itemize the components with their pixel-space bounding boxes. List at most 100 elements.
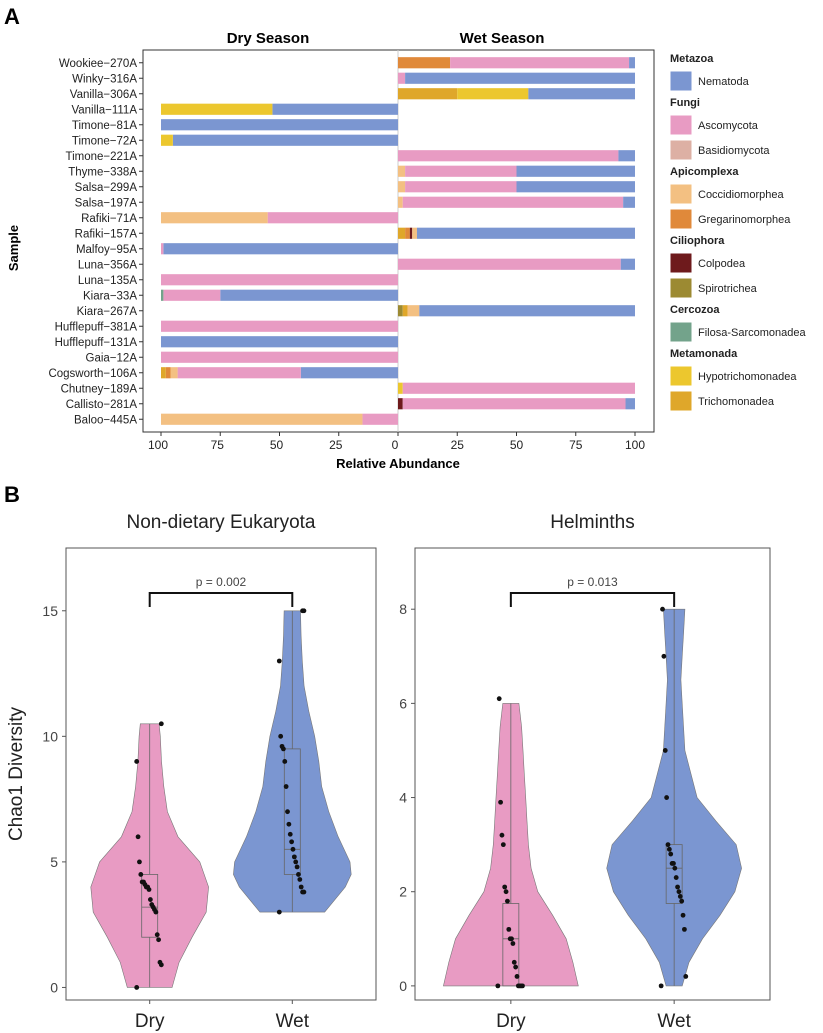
sample-label: Callisto−281A [66, 399, 138, 411]
violin-title: Helminths [550, 512, 634, 533]
bar-segment-wet [398, 181, 406, 193]
bar-segment-wet [402, 398, 626, 410]
bar-segment-wet [398, 57, 451, 69]
legend-swatch [669, 277, 693, 299]
data-point [679, 898, 685, 904]
x-axis-label: Relative Abundance [336, 456, 460, 471]
y-tick-label: 5 [50, 854, 58, 870]
legend-label: Colpodea [698, 258, 746, 270]
data-point [290, 846, 296, 852]
data-point [662, 748, 668, 753]
data-point [513, 964, 519, 970]
panel-label-b: B [4, 482, 20, 507]
box-iqr [665, 844, 683, 904]
sample-label: Gaia−12A [86, 352, 138, 364]
legend-group-title: Cercozoa [670, 304, 720, 316]
bar-segment-wet [450, 57, 630, 69]
bar-segment-wet [625, 398, 635, 410]
data-point [134, 985, 140, 990]
data-point [157, 959, 163, 965]
data-point [293, 859, 299, 865]
bar-segment-wet [398, 88, 458, 100]
y-tick-label: 0 [399, 978, 407, 994]
season-title-wet: Wet Season [460, 30, 545, 47]
legend-label: Hypotrichomonadea [698, 371, 797, 383]
sample-label: Thyme−338A [68, 166, 137, 178]
data-point [506, 926, 512, 932]
bar-segment-dry [161, 134, 173, 146]
bar-segment-wet [402, 382, 635, 394]
bar-segment-dry [161, 351, 398, 363]
legend-label: Nematoda [698, 76, 750, 88]
sample-label: Chutney−189A [61, 383, 138, 395]
bar-segment-wet [528, 88, 635, 100]
data-point [276, 909, 282, 915]
violin-shape [233, 610, 352, 913]
bar-segment-dry [161, 119, 398, 131]
data-point [665, 842, 671, 848]
bar-segment-dry [300, 367, 398, 379]
x-tick-label: 75 [211, 438, 225, 452]
data-point [138, 872, 144, 877]
x-tick-label: Wet [657, 1011, 691, 1032]
legend-swatch [669, 321, 693, 343]
data-point [149, 902, 155, 907]
y-tick-label: 0 [50, 979, 58, 995]
bar-segment-wet [623, 196, 635, 208]
data-point [300, 608, 305, 614]
bar-segment-wet [398, 227, 406, 239]
bar-segment-wet [405, 181, 517, 193]
bar-segment-dry [177, 367, 301, 379]
x-tick-label: 75 [569, 438, 583, 452]
sample-label: Timone−81A [72, 120, 137, 132]
sample-label: Luna−135A [78, 275, 137, 287]
data-point [675, 884, 680, 890]
data-point [677, 894, 683, 899]
data-point [300, 889, 305, 895]
sample-label: Timone−221A [66, 151, 138, 163]
data-point [505, 898, 510, 904]
bar-segment-dry [170, 367, 178, 379]
bar-segment-wet [398, 72, 406, 84]
bar-segment-dry [272, 103, 398, 115]
stacked-bar-chart: Wookiee−270A Winky−316A Vanilla−306A Vanill… [48, 49, 655, 452]
legend-swatch [669, 70, 693, 92]
legend-label: Gregarinomorphea [698, 214, 791, 226]
data-point [154, 932, 160, 938]
x-tick-label: 50 [270, 438, 284, 452]
y-tick-label: 8 [399, 601, 407, 617]
data-point [287, 831, 293, 837]
data-point [495, 983, 501, 989]
sample-label: Kiara−267A [77, 306, 138, 318]
legend-group-title: Fungi [670, 97, 700, 109]
legend-swatch [669, 365, 693, 387]
bar-segment-wet [409, 227, 413, 239]
y-axis-label: Chao1 Diversity [6, 706, 27, 841]
box-iqr [141, 874, 159, 938]
data-point [279, 743, 285, 749]
data-point [147, 897, 153, 902]
sample-label: Cogsworth−106A [48, 368, 137, 380]
y-axis-label: Sample [6, 225, 21, 271]
legend-label: Trichomonadea [698, 396, 775, 408]
legend-label: Basidiomycota [698, 145, 770, 157]
data-point [680, 912, 686, 918]
bar-segment-dry [161, 274, 398, 286]
bar-segment-dry [161, 367, 166, 379]
violin-plot-helminths: Helminths 0 2 4 6 8 Dry Wet p = 0.013 [399, 512, 771, 1032]
data-point [498, 799, 503, 805]
data-point [666, 846, 672, 852]
bar-segment-dry [161, 212, 268, 224]
sample-label: Malfoy−95A [76, 244, 137, 256]
bar-segment-wet [398, 258, 621, 270]
sample-label: Rafiki−157A [75, 228, 138, 240]
data-point [283, 784, 289, 789]
data-point [682, 926, 687, 932]
bar-segment-dry [163, 289, 221, 301]
sample-label: Wookiee−270A [59, 58, 137, 70]
bar-segment-wet [405, 165, 517, 177]
bar-segment-wet [402, 196, 624, 208]
bar-segment-wet [402, 305, 408, 317]
x-tick-label: 100 [148, 438, 168, 452]
bar-segment-wet [419, 305, 635, 317]
